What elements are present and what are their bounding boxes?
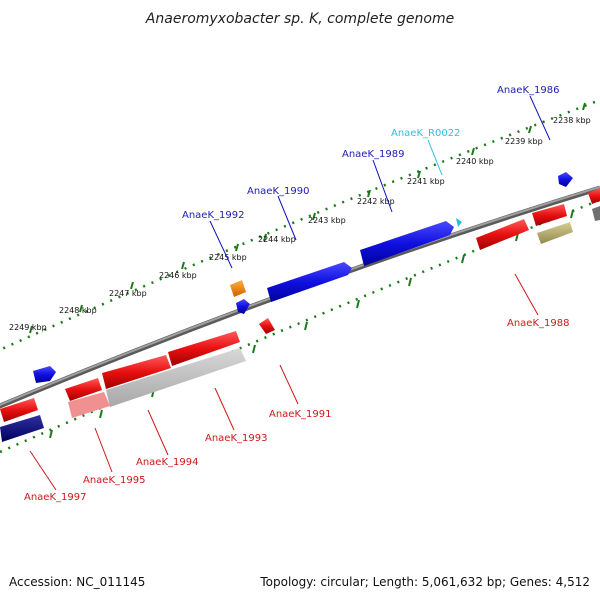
- kbp-label: 2238 kbp: [553, 116, 591, 125]
- kbp-label: 2241 kbp: [407, 177, 445, 186]
- kbp-label: 2249 kbp: [9, 323, 47, 332]
- kbp-label: 2246 kbp: [159, 271, 197, 280]
- forward-gene-labels: AnaeK_1986 AnaeK_R0022 AnaeK_1989 AnaeK_…: [182, 85, 559, 221]
- gene-feature-navy: [0, 415, 44, 442]
- reverse-cds-features: [0, 188, 600, 442]
- gene-feature-edge-red: [588, 188, 600, 204]
- gene-feature-anaek-1995: [65, 378, 102, 401]
- gene-feature-left-blue: [33, 366, 56, 383]
- accession-text: Accession: NC_011145: [9, 575, 145, 589]
- kbp-label: 2243 kbp: [308, 216, 346, 225]
- inner-major-ticks: [49, 209, 574, 439]
- gene-label-reverse: AnaeK_1991: [269, 409, 331, 420]
- kbp-label: 2245 kbp: [209, 253, 247, 262]
- gene-feature-anaek-1994: [102, 355, 171, 389]
- gene-feature-olive: [537, 222, 573, 244]
- kbp-label: 2242 kbp: [357, 197, 395, 206]
- gene-feature-anaek-1988: [476, 219, 529, 250]
- gene-feature-grey-band: [68, 348, 246, 418]
- gene-label-reverse: AnaeK_1993: [205, 433, 267, 444]
- kbp-label: 2244 kbp: [258, 235, 296, 244]
- gene-feature-orange: [230, 280, 246, 297]
- gene-label-forward: AnaeK_1990: [247, 186, 309, 197]
- gene-label-reverse: AnaeK_1988: [507, 318, 569, 329]
- gene-feature-anaek-1986: [558, 172, 573, 187]
- gene-feature-anaek-1989: [360, 221, 454, 266]
- gene-label-forward: AnaeK_1992: [182, 210, 244, 221]
- gene-feature-anaek-1993: [168, 331, 240, 366]
- gene-feature-edge-grey: [592, 206, 600, 221]
- gene-label-reverse: AnaeK_1997: [24, 492, 86, 503]
- gene-label-forward: AnaeK_1986: [497, 85, 559, 96]
- kbp-labels: 2238 kbp 2239 kbp 2240 kbp 2241 kbp 2242…: [9, 116, 591, 332]
- forward-cds-features: [33, 172, 573, 383]
- gene-label-reverse: AnaeK_1994: [136, 457, 198, 468]
- kbp-label: 2239 kbp: [505, 137, 543, 146]
- gene-label-forward: AnaeK_1989: [342, 149, 404, 160]
- gene-feature-right-red: [532, 204, 567, 226]
- gene-feature-anaek-1991: [259, 318, 275, 334]
- map-title: Anaeromyxobacter sp. K, complete genome: [145, 11, 454, 27]
- gene-feature-anaek-1997: [0, 398, 38, 422]
- kbp-label: 2240 kbp: [456, 157, 494, 166]
- gene-feature-anaek-r0022: [456, 218, 462, 227]
- gene-label-rna: AnaeK_R0022: [391, 128, 460, 139]
- outer-major-ticks: [29, 102, 586, 334]
- gene-feature-anaek-1990: [267, 262, 352, 302]
- kbp-label: 2248 kbp: [59, 306, 97, 315]
- kbp-label: 2247 kbp: [109, 289, 147, 298]
- genome-stats-text: Topology: circular; Length: 5,061,632 bp…: [259, 575, 590, 589]
- gene-label-reverse: AnaeK_1995: [83, 475, 145, 486]
- reverse-gene-labels: AnaeK_1988 AnaeK_1991 AnaeK_1993 AnaeK_1…: [24, 318, 569, 503]
- gene-feature-anaek-1992: [236, 299, 250, 314]
- genome-backbone: [0, 185, 600, 409]
- label-callouts: [29, 95, 551, 491]
